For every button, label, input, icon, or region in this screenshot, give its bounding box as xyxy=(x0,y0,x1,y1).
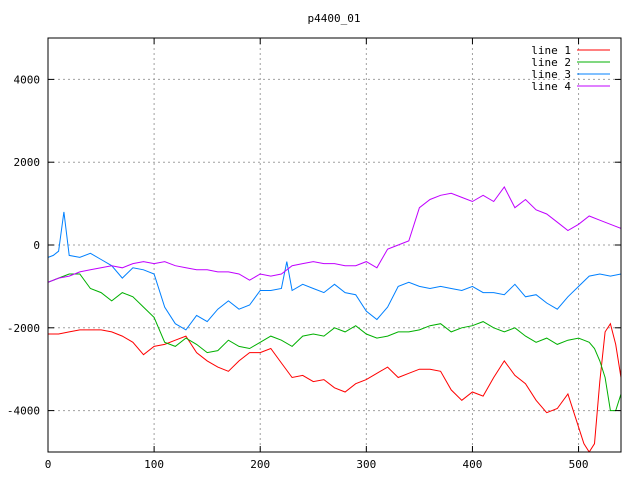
chart-title: p4400_01 xyxy=(308,12,361,25)
y-tick-label: 2000 xyxy=(14,156,41,169)
y-tick-label: -4000 xyxy=(7,405,40,418)
plot-area xyxy=(48,186,621,452)
x-tick-label: 0 xyxy=(45,458,52,471)
axes: 0 100 200 300 400 500 -4000 -2000 0 2000 4000 xyxy=(7,38,621,471)
grid xyxy=(48,38,621,452)
legend-label-3: line 3 xyxy=(531,68,571,81)
legend-label-1: line 1 xyxy=(531,44,571,57)
x-tick-label: 500 xyxy=(569,458,589,471)
y-tick-label: 4000 xyxy=(14,73,41,86)
series-line-3 xyxy=(48,211,621,331)
series-line-4 xyxy=(48,186,621,283)
y-tick-label: -2000 xyxy=(7,322,40,335)
legend-label-4: line 4 xyxy=(531,80,571,93)
series-line-1 xyxy=(48,322,621,452)
y-tick-label: 0 xyxy=(33,239,40,252)
x-tick-label: 100 xyxy=(144,458,164,471)
x-tick-label: 200 xyxy=(250,458,270,471)
x-tick-label: 400 xyxy=(463,458,483,471)
x-tick-label: 300 xyxy=(356,458,376,471)
legend-label-2: line 2 xyxy=(531,56,571,69)
series-line-2 xyxy=(48,273,621,412)
